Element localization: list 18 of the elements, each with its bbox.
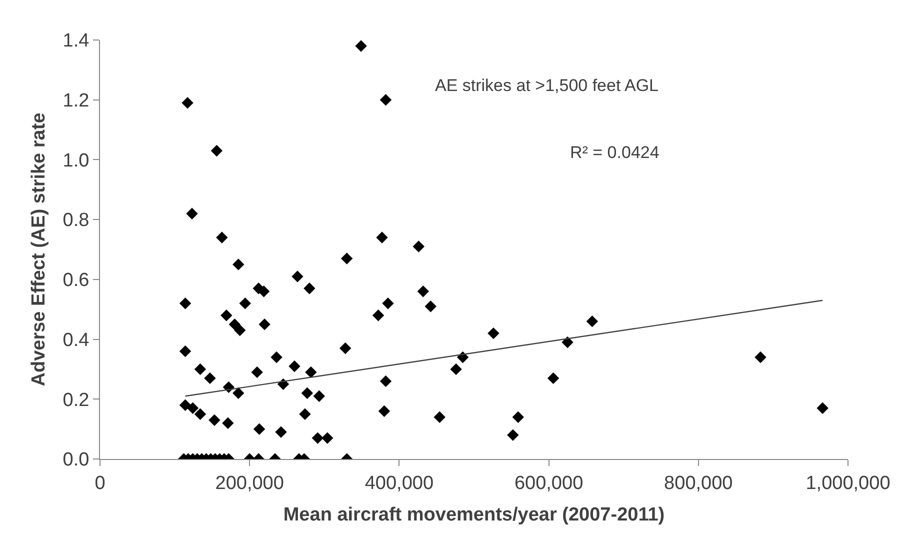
x-tick-label: 600,000 bbox=[514, 472, 584, 494]
annotation: R² = 0.0424 bbox=[570, 143, 660, 162]
x-tick-label: 0 bbox=[94, 472, 106, 494]
y-axis-title: Adverse Effect (AE) strike rate bbox=[28, 112, 50, 386]
x-tick-label: 800,000 bbox=[664, 472, 733, 494]
x-axis-title: Mean aircraft movements/year (2007-2011) bbox=[283, 504, 665, 526]
annotation: AE strikes at >1,500 feet AGL bbox=[435, 76, 658, 95]
x-tick-label: 1,000,000 bbox=[806, 472, 890, 494]
y-tick-label: 0.0 bbox=[62, 450, 90, 471]
y-tick-label: 1.4 bbox=[62, 30, 90, 52]
y-tick-label: 1.0 bbox=[62, 150, 90, 172]
y-tick-label: 0.4 bbox=[62, 330, 90, 351]
x-tick-label: 200,000 bbox=[215, 472, 284, 494]
y-tick-label: 0.2 bbox=[62, 390, 90, 411]
x-tick-label: 400,000 bbox=[364, 472, 434, 494]
y-tick-label: 0.6 bbox=[62, 270, 90, 292]
y-tick-label: 1.2 bbox=[62, 90, 90, 112]
y-tick-label: 0.8 bbox=[62, 210, 90, 232]
